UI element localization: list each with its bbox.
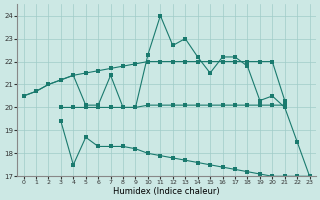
X-axis label: Humidex (Indice chaleur): Humidex (Indice chaleur) [113,187,220,196]
